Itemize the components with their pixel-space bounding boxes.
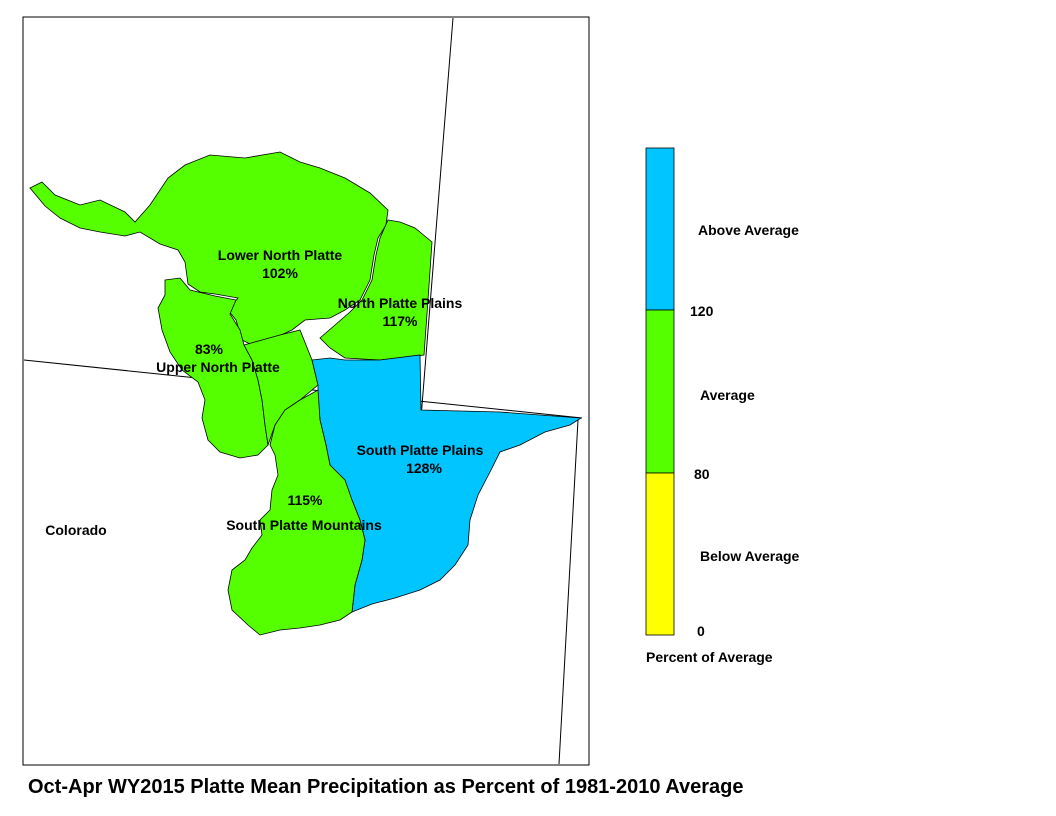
legend-label-below-average: Below Average <box>700 548 800 564</box>
label-upper-north-platte-name: Upper North Platte <box>156 359 280 375</box>
legend: Above Average Average Below Average 120 … <box>645 147 800 665</box>
region-lower-north-platte[interactable] <box>29 151 389 349</box>
state-border-co-ne <box>558 419 579 765</box>
label-south-platte-plains-percent: 128% <box>406 460 442 476</box>
label-lower-north-platte-percent: 102% <box>262 265 298 281</box>
label-colorado: Colorado <box>45 522 106 538</box>
state-border-wy-ne <box>420 17 454 419</box>
legend-label-above-average: Above Average <box>698 222 799 238</box>
region-south-platte-mountains[interactable] <box>227 389 366 636</box>
region-upper-north-platte[interactable] <box>157 277 269 459</box>
legend-tick-80: 80 <box>694 466 710 482</box>
label-north-platte-plains-percent: 117% <box>382 313 418 329</box>
label-south-platte-mountains-name: South Platte Mountains <box>226 517 382 533</box>
legend-title: Percent of Average <box>646 649 773 665</box>
legend-tick-120: 120 <box>690 303 714 319</box>
legend-swatch-above-average <box>645 147 675 311</box>
label-upper-north-platte-percent: 83% <box>195 341 224 357</box>
legend-swatch-average <box>645 309 675 474</box>
label-south-platte-mountains-percent: 115% <box>287 492 323 508</box>
map-title: Oct-Apr WY2015 Platte Mean Precipitation… <box>28 776 743 798</box>
legend-swatch-below-average <box>645 472 675 636</box>
label-north-platte-plains-name: North Platte Plains <box>338 295 463 311</box>
legend-tick-0: 0 <box>697 623 705 639</box>
region-north-platte-plains[interactable] <box>319 219 433 361</box>
label-south-platte-plains-name: South Platte Plains <box>357 442 484 458</box>
legend-label-average: Average <box>700 387 755 403</box>
label-lower-north-platte-name: Lower North Platte <box>218 247 343 263</box>
